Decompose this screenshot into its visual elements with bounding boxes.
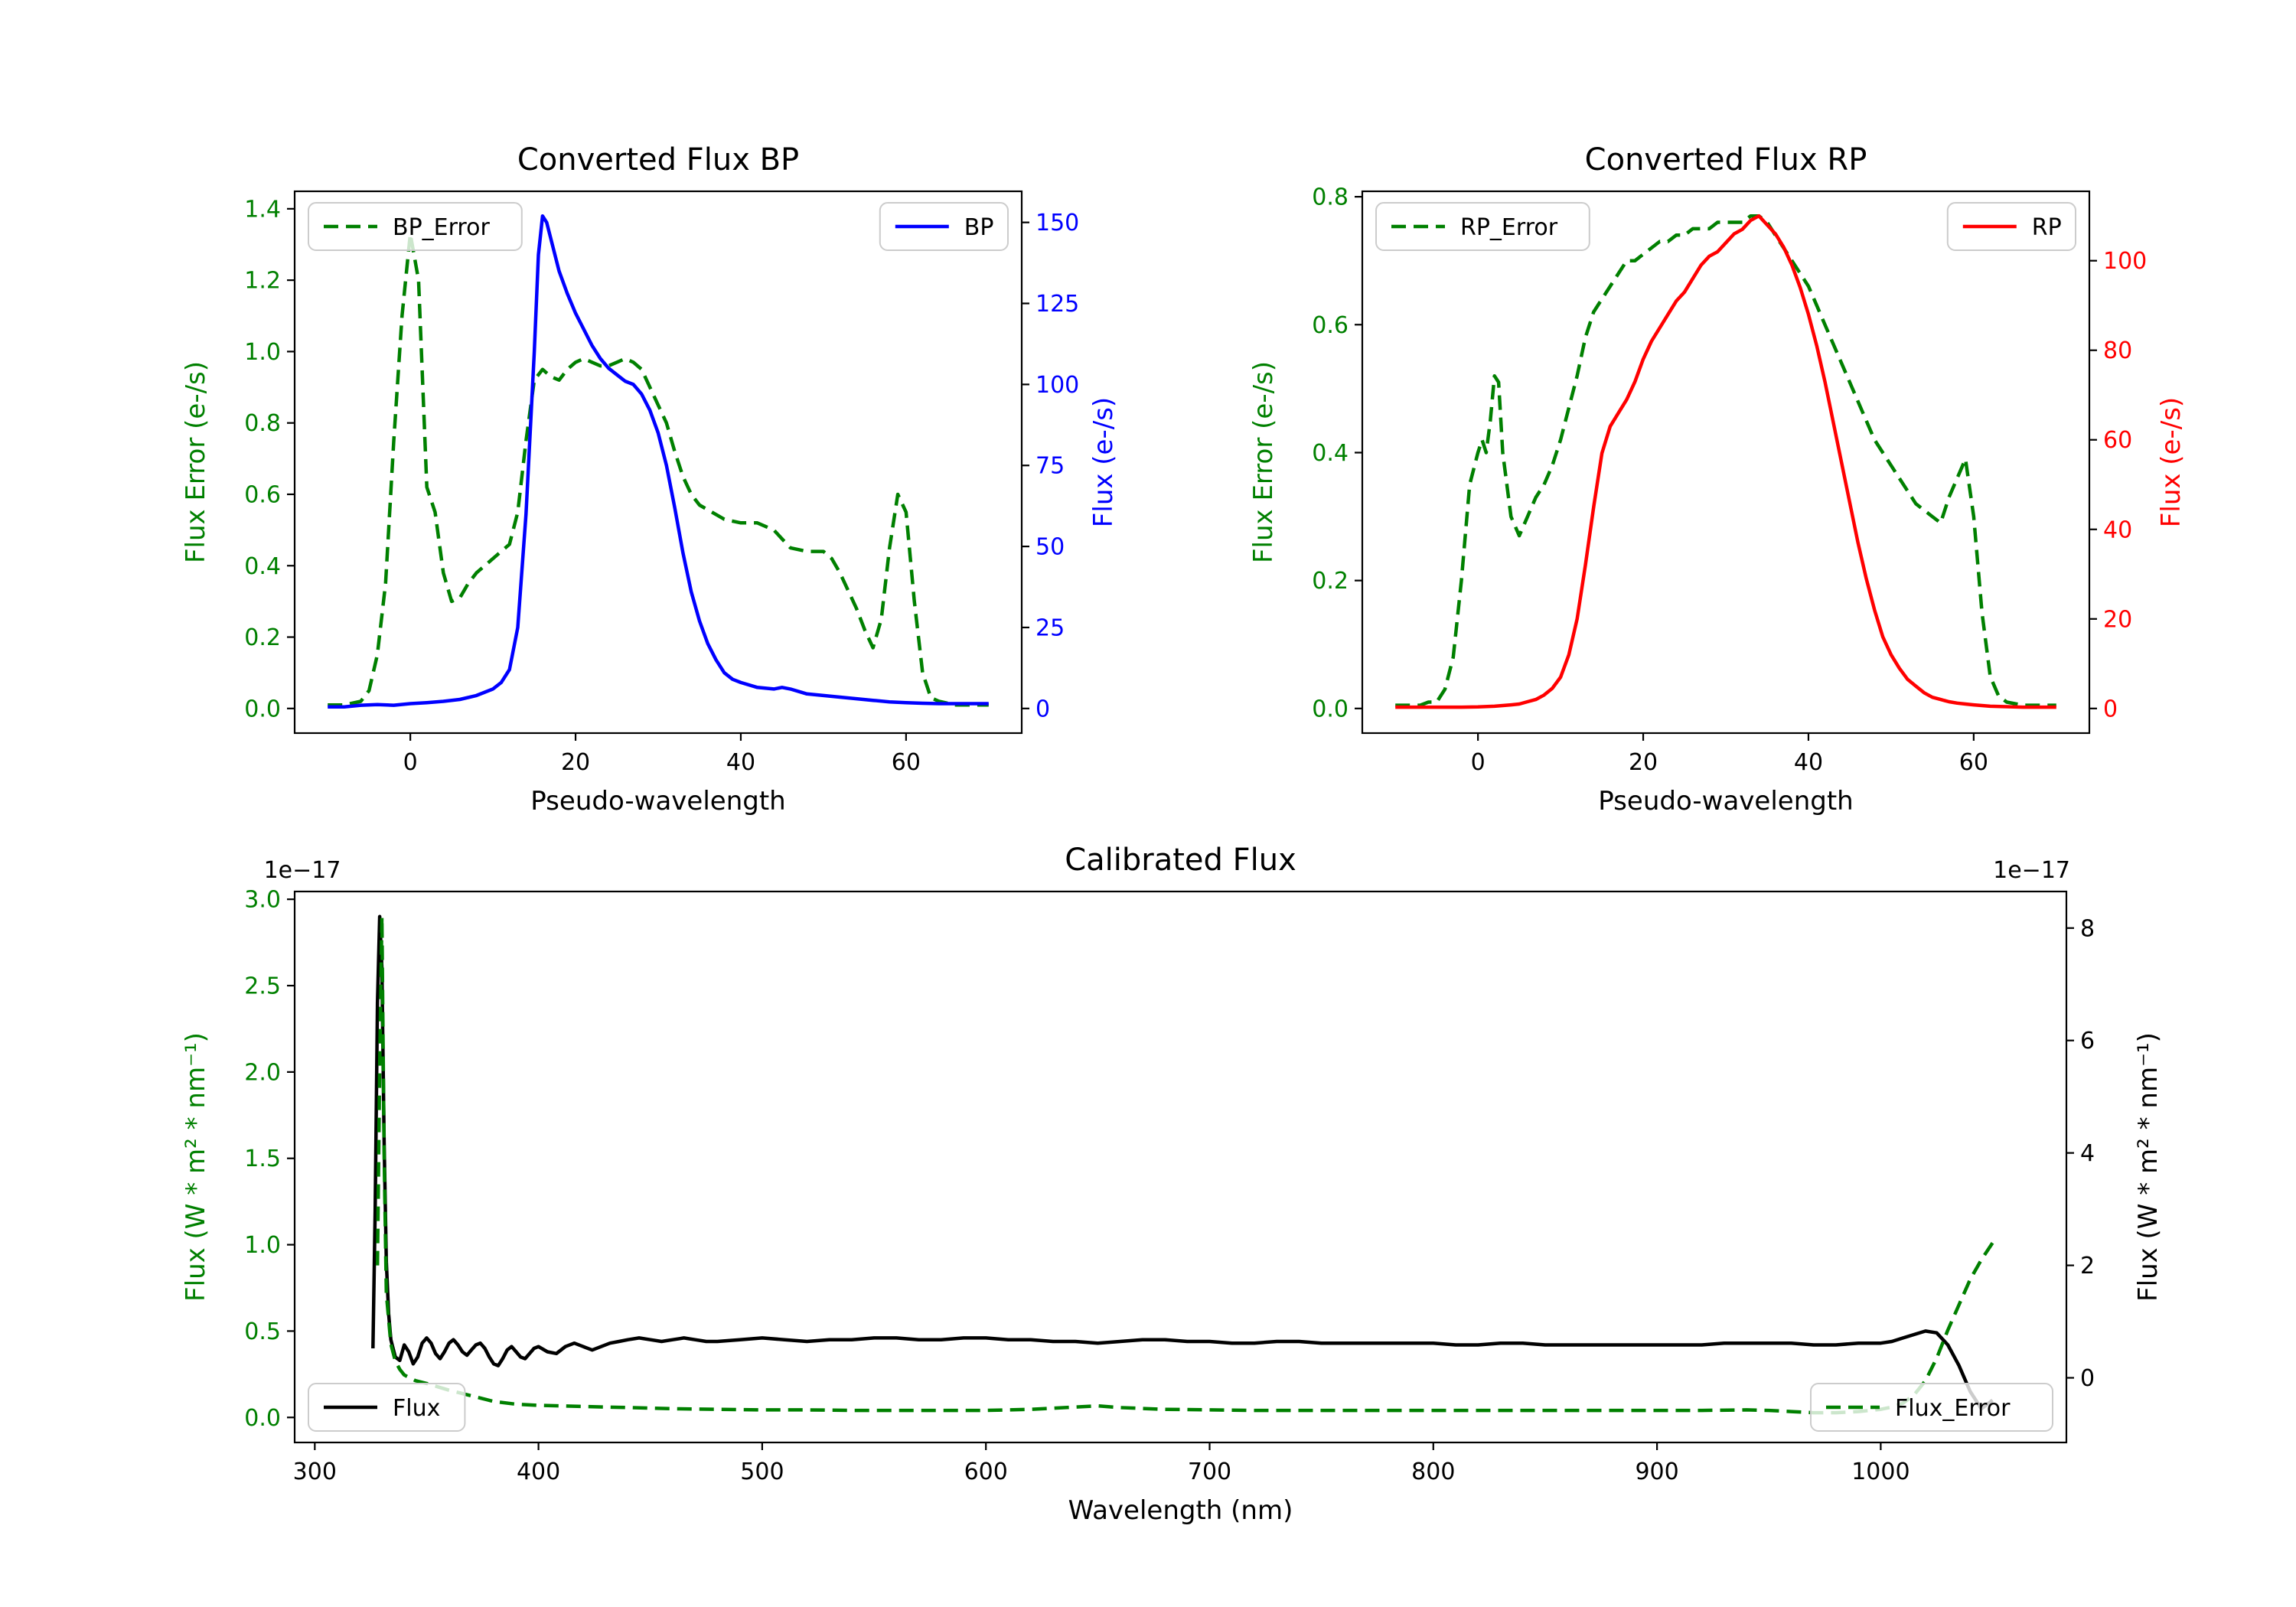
x-tick-label: 300: [293, 1459, 337, 1485]
y-tick-label: 2.0: [244, 1059, 281, 1086]
legend-bp: BP: [879, 202, 1009, 251]
left-axis-offset-text: 1e−17: [264, 857, 341, 884]
y-tick-label: 20: [2103, 606, 2132, 633]
x-tick-label: 400: [517, 1459, 560, 1485]
y-tick-label: 0: [2103, 696, 2118, 722]
bp-line: [328, 214, 989, 709]
y-tick-label: 0.0: [244, 1405, 281, 1432]
legend-label: Flux: [393, 1395, 440, 1422]
x-tick-label: 20: [561, 749, 590, 776]
y-tick-label: 150: [1035, 210, 1079, 236]
legend-label: BP_Error: [393, 214, 490, 241]
legend-label: RP: [2032, 214, 2062, 241]
x-tick-label: 40: [726, 749, 755, 776]
calibrated-flux-title: Calibrated Flux: [1065, 843, 1296, 878]
legend-rp-error: RP_Error: [1375, 202, 1590, 251]
converted-flux-bp-right-axis-label: Flux (e-/s): [1088, 397, 1119, 527]
calibrated-flux-left-axis-label: Flux (W * m² * nm⁻¹): [181, 1032, 211, 1302]
converted-flux-bp-x-axis-label: Pseudo-wavelength: [530, 786, 785, 817]
converted-flux-rp-left-axis-label: Flux Error (e-/s): [1248, 361, 1279, 563]
y-tick-label: 2: [2080, 1253, 2095, 1279]
x-tick-label: 60: [892, 749, 921, 776]
x-tick-label: 900: [1635, 1459, 1678, 1485]
y-tick-label: 25: [1035, 614, 1065, 641]
rp-error-line: [1395, 214, 2056, 707]
y-tick-label: 100: [2103, 248, 2147, 275]
converted-flux-bp-chart: 0 20 40 60 Pseudo-wavelength 0.0 0.2 0.4 0.6 0.8 1…: [181, 142, 1119, 817]
converted-flux-bp-plot-border: [293, 190, 1023, 735]
converted-flux-rp-plot-border: [1361, 190, 2091, 735]
converted-flux-rp-x-axis-label: Pseudo-wavelength: [1598, 786, 1853, 817]
x-tick-label: 0: [1471, 749, 1486, 776]
y-tick-label: 0.6: [244, 481, 281, 508]
y-tick-label: 60: [2103, 427, 2132, 454]
y-tick-label: 0.8: [244, 410, 281, 437]
x-tick-label: 0: [403, 749, 418, 776]
legend-label: Flux_Error: [1895, 1395, 2011, 1422]
legend-box: [308, 202, 523, 251]
converted-flux-rp-right-axis-label: Flux (e-/s): [2156, 397, 2187, 527]
y-tick-label: 1.0: [244, 1232, 281, 1259]
y-tick-label: 6: [2080, 1028, 2095, 1054]
converted-flux-bp-title: Converted Flux BP: [517, 142, 799, 178]
rp-line: [1395, 214, 2056, 709]
y-tick-label: 0.6: [1312, 312, 1349, 339]
right-axis-offset-text: 1e−17: [1993, 857, 2070, 884]
y-tick-label: 80: [2103, 337, 2132, 364]
y-tick-label: 100: [1035, 372, 1079, 399]
y-tick-label: 1.5: [244, 1146, 281, 1172]
y-tick-label: 2.5: [244, 973, 281, 1000]
x-tick-label: 600: [964, 1459, 1008, 1485]
y-tick-label: 75: [1035, 453, 1065, 480]
x-tick-label: 1000: [1851, 1459, 1910, 1485]
legend-rp: RP: [1946, 202, 2077, 251]
flux-error-line: [375, 914, 1994, 1415]
x-tick-label: 20: [1629, 749, 1658, 776]
legend-bp-error: BP_Error: [308, 202, 523, 251]
calibrated-flux-chart: 300 400 500 600 700 800 900 1000 Wavelength (nm)…: [181, 843, 2164, 1526]
calibrated-flux-x-axis-label: Wavelength (nm): [1068, 1495, 1293, 1526]
bp-error-line: [328, 232, 989, 707]
legend-label: RP_Error: [1460, 214, 1558, 241]
legend-box: [1810, 1383, 2053, 1432]
y-tick-label: 40: [2103, 517, 2132, 543]
converted-flux-rp-title: Converted Flux RP: [1585, 142, 1867, 178]
y-tick-label: 1.2: [244, 268, 281, 295]
y-tick-label: 0.0: [244, 696, 281, 722]
legend-box: [1375, 202, 1590, 251]
y-tick-label: 0.4: [1312, 440, 1349, 467]
y-tick-label: 0.2: [1312, 568, 1349, 595]
y-tick-label: 1.0: [244, 339, 281, 366]
y-tick-label: 50: [1035, 534, 1065, 561]
y-tick-label: 3.0: [244, 887, 281, 914]
legend-label: BP: [964, 214, 994, 241]
x-tick-label: 40: [1794, 749, 1823, 776]
y-tick-label: 8: [2080, 915, 2095, 942]
converted-flux-rp-chart: 0 20 40 60 Pseudo-wavelength 0.0 0.2 0.4 0.6 0.8 F…: [1248, 142, 2187, 817]
y-tick-label: 0.5: [244, 1319, 281, 1345]
x-tick-label: 700: [1188, 1459, 1231, 1485]
calibrated-flux-right-axis-label: Flux (W * m² * nm⁻¹): [2133, 1032, 2164, 1302]
y-tick-label: 125: [1035, 291, 1079, 318]
y-tick-label: 0.2: [244, 624, 281, 651]
x-tick-label: 800: [1411, 1459, 1455, 1485]
y-tick-label: 0.8: [1312, 184, 1349, 211]
y-tick-label: 0: [2080, 1365, 2095, 1392]
flux-line: [371, 914, 1994, 1411]
calibrated-flux-plot-border: [293, 890, 2068, 1444]
y-tick-label: 0: [1035, 696, 1050, 722]
y-tick-label: 4: [2080, 1140, 2095, 1167]
legend-flux-error: Flux_Error: [1810, 1383, 2053, 1432]
converted-flux-bp-left-axis-label: Flux Error (e-/s): [181, 361, 211, 563]
y-tick-label: 1.4: [244, 196, 281, 223]
y-tick-label: 0.4: [244, 553, 281, 580]
y-tick-label: 0.0: [1312, 696, 1349, 722]
legend-flux: Flux: [308, 1383, 466, 1432]
x-tick-label: 500: [740, 1459, 784, 1485]
legend-box: [308, 1383, 466, 1432]
x-tick-label: 60: [1959, 749, 1988, 776]
